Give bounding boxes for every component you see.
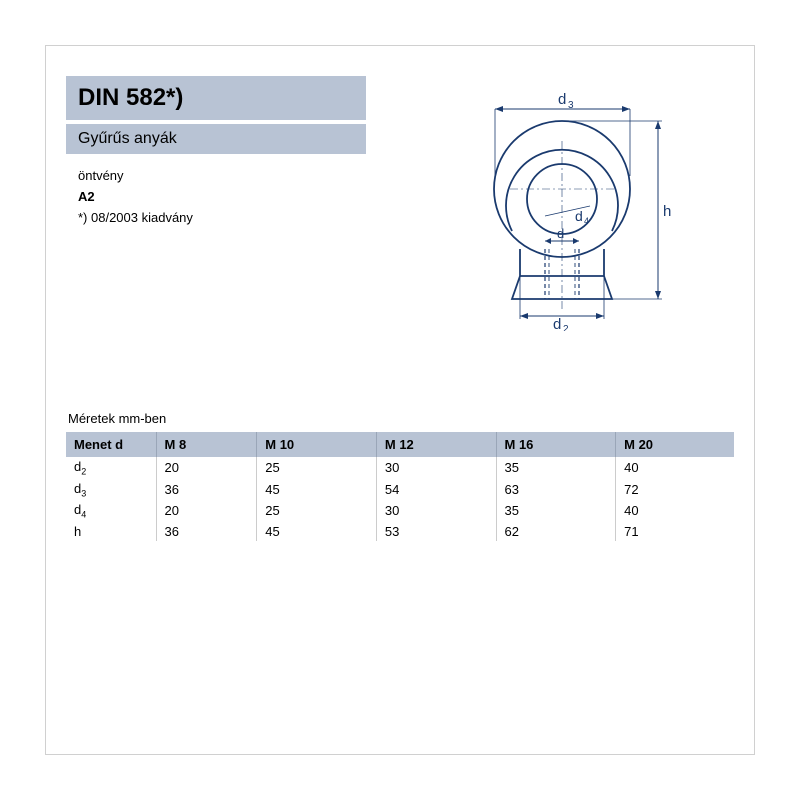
col-header: Menet d [66, 432, 156, 457]
col-header: M 20 [616, 432, 734, 457]
info-line-3: *) 08/2003 kiadvány [78, 208, 354, 229]
cell: 54 [376, 479, 496, 501]
table-row: d22025303540 [66, 457, 734, 479]
table-header-row: Menet d M 8 M 10 M 12 M 16 M 20 [66, 432, 734, 457]
technical-diagram: d 3 h [396, 76, 734, 331]
dimensions-table: Menet d M 8 M 10 M 12 M 16 M 20 d2202530… [66, 432, 734, 541]
svg-text:h: h [663, 203, 671, 220]
cell: 25 [257, 500, 377, 522]
svg-text:4: 4 [584, 216, 589, 226]
cell: 30 [376, 500, 496, 522]
document-frame: DIN 582*) Gyűrűs anyák öntvény A2 *) 08/… [45, 45, 755, 755]
col-header: M 10 [257, 432, 377, 457]
cell: 30 [376, 457, 496, 479]
info-line-2: A2 [78, 187, 354, 208]
title-bar: DIN 582*) [66, 76, 366, 120]
standard-title: DIN 582*) [78, 84, 354, 112]
svg-text:d: d [557, 226, 564, 241]
col-header: M 8 [156, 432, 257, 457]
cell: 63 [496, 479, 616, 501]
row-label: h [66, 522, 156, 541]
table-body: d22025303540d33645546372d42025303540h364… [66, 457, 734, 541]
cell: 20 [156, 457, 257, 479]
cell: 72 [616, 479, 734, 501]
svg-text:2: 2 [563, 324, 569, 331]
subtitle-bar: Gyűrűs anyák [66, 124, 366, 154]
cell: 36 [156, 479, 257, 501]
col-header: M 12 [376, 432, 496, 457]
info-line-1: öntvény [78, 166, 354, 187]
cell: 71 [616, 522, 734, 541]
svg-text:d: d [575, 208, 583, 224]
top-section: DIN 582*) Gyűrűs anyák öntvény A2 *) 08/… [66, 76, 734, 331]
cell: 45 [257, 479, 377, 501]
cell: 25 [257, 457, 377, 479]
eyenut-diagram-svg: d 3 h [440, 81, 690, 331]
row-label: d2 [66, 457, 156, 479]
cell: 35 [496, 500, 616, 522]
col-header: M 16 [496, 432, 616, 457]
product-name: Gyűrűs anyák [78, 130, 354, 148]
cell: 36 [156, 522, 257, 541]
info-block: öntvény A2 *) 08/2003 kiadvány [66, 164, 366, 230]
svg-text:d: d [558, 91, 566, 108]
table-row: d33645546372 [66, 479, 734, 501]
svg-text:3: 3 [568, 100, 574, 111]
cell: 35 [496, 457, 616, 479]
cell: 53 [376, 522, 496, 541]
cell: 40 [616, 500, 734, 522]
header-block: DIN 582*) Gyűrűs anyák öntvény A2 *) 08/… [66, 76, 366, 331]
table-row: h3645536271 [66, 522, 734, 541]
cell: 40 [616, 457, 734, 479]
row-label: d4 [66, 500, 156, 522]
table-row: d42025303540 [66, 500, 734, 522]
row-label: d3 [66, 479, 156, 501]
table-caption: Méretek mm-ben [66, 411, 734, 426]
cell: 20 [156, 500, 257, 522]
svg-text:d: d [553, 316, 561, 331]
cell: 62 [496, 522, 616, 541]
cell: 45 [257, 522, 377, 541]
